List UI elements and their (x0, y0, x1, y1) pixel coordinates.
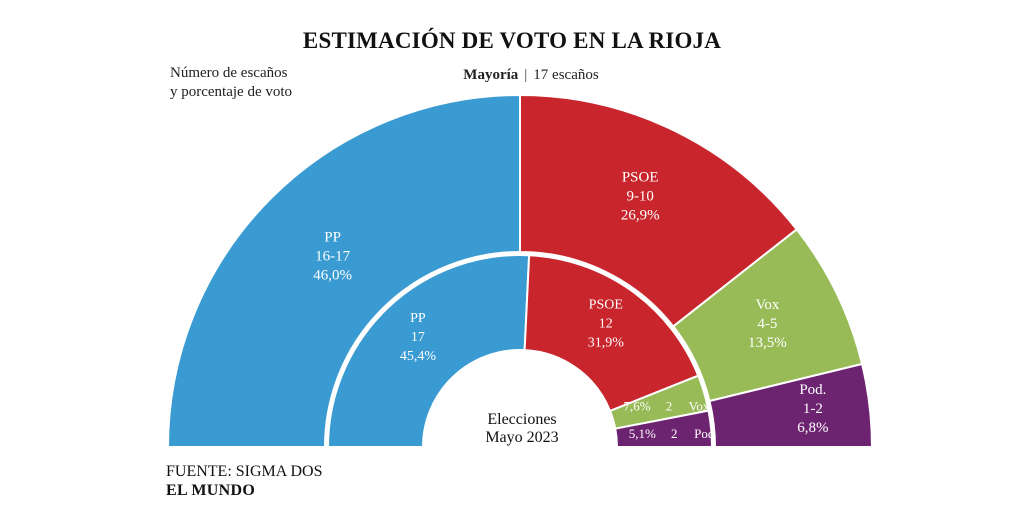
chart-title: ESTIMACIÓN DE VOTO EN LA RIOJA (302, 28, 722, 53)
subtitle-line-2: y porcentaje de voto (170, 84, 293, 100)
inner-label-psoe-seats: 12 (599, 316, 613, 331)
center-label-line-1: Elecciones (487, 411, 556, 428)
outer-label-pod-name: Pod. (799, 382, 826, 398)
inner-label-vox-name: Vox (689, 398, 710, 413)
inner-label-psoe-name: PSOE (589, 297, 623, 312)
outer-label-vox-percent: 13,5% (748, 335, 787, 351)
outer-label-psoe-percent: 26,9% (621, 208, 660, 224)
inner-label-vox-percent: 7,6% (623, 398, 650, 413)
outer-segment-psoe (519, 93, 799, 328)
source-block: FUENTE: SIGMA DOS EL MUNDO (166, 462, 322, 500)
outer-label-pp-percent: 46,0% (313, 268, 352, 284)
inner-label-pod-name: Pod (694, 426, 715, 441)
outer-segment-pp (166, 93, 521, 448)
inner-label-pp-seats: 17 (411, 330, 425, 345)
center-label-line-2: Mayo 2023 (485, 429, 558, 446)
inner-label-pod-seats: 2 (671, 426, 678, 441)
outer-label-vox-seats: 4-5 (757, 316, 777, 332)
inner-segment-psoe (523, 254, 700, 413)
inner-label-vox-seats: 2 (666, 398, 673, 413)
source-text: FUENTE: SIGMA DOS (166, 463, 323, 480)
outer-ring (166, 93, 874, 448)
outer-label-pp-seats: 16-17 (315, 249, 350, 265)
inner-label-pod-percent: 5,1% (629, 426, 656, 441)
subtitle-line-1: Número de escaños (170, 65, 288, 81)
outer-label-psoe-seats: 9-10 (626, 189, 654, 205)
inner-label-psoe-percent: 31,9% (588, 335, 625, 350)
inner-ring (326, 254, 714, 448)
chart-subtitle: Número de escaños y porcentaje de voto (170, 64, 330, 102)
inner-label-pp-percent: 45,4% (400, 349, 437, 364)
outer-segment-pod (708, 362, 874, 448)
outer-label-psoe-name: PSOE (622, 170, 659, 186)
inner-segment-pp (326, 254, 531, 448)
majority-label: Mayoría (463, 67, 519, 83)
brand-logo: EL MUNDO (166, 482, 256, 499)
outer-label-pp-name: PP (324, 230, 341, 246)
outer-label-pod-seats: 1-2 (803, 401, 823, 417)
inner-segment-pod (614, 409, 714, 448)
majority-note: Mayoría | 17 escaños (0, 67, 1024, 84)
outer-label-vox-name: Vox (755, 297, 779, 313)
inner-label-pp-name: PP (410, 311, 426, 326)
majority-separator: | (524, 67, 528, 83)
outer-label-pod-percent: 6,8% (797, 420, 828, 436)
majority-value: 17 escaños (533, 67, 599, 83)
segment-labels: PP 16-17 46,0% PSOE 9-10 26,9% Vox 4-5 13,5% Pod.… (313, 170, 828, 441)
